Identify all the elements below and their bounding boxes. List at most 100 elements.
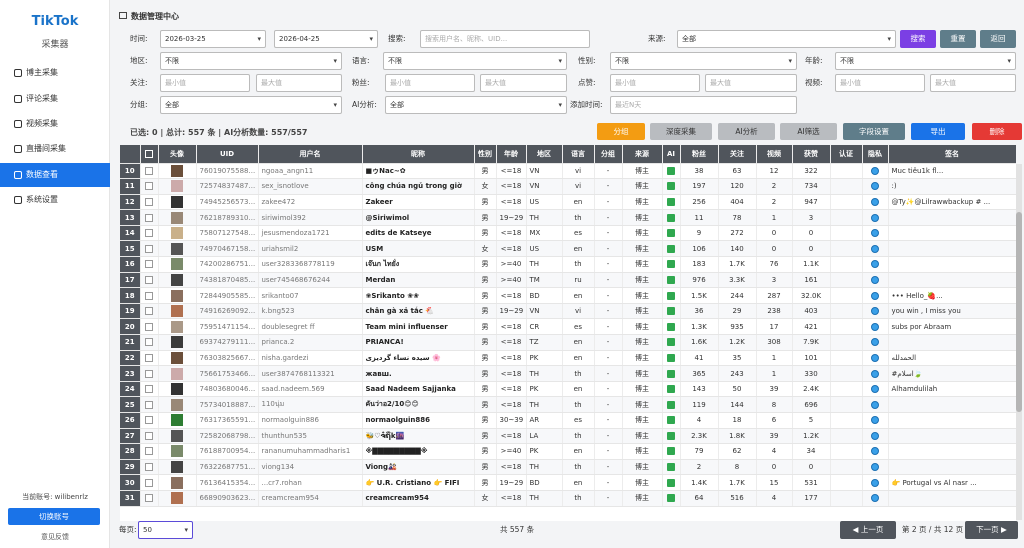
row-checkbox[interactable] [145,400,153,409]
min-input[interactable]: 最小值 [160,74,250,92]
privacy-cell [862,334,889,351]
source-select[interactable]: 全部 [677,30,896,48]
table-row[interactable]: 21 69374279111... prianca.2 PRIANCA! 男 <=18 TZ… [120,334,1016,351]
row-checkbox[interactable] [145,213,153,222]
max-input[interactable]: 最大值 [480,74,567,92]
row-checkbox[interactable] [145,260,153,269]
min-input[interactable]: 最小值 [385,74,475,92]
row-checkbox[interactable] [145,275,153,284]
table-row[interactable]: 28 76188700954... rananumuhammadharis1 ※▇▇▇… [120,443,1016,460]
row-checkbox[interactable] [145,463,153,472]
back-button[interactable]: 返回 [980,30,1016,48]
row-checkbox[interactable] [145,478,153,487]
switch-account-button[interactable]: 切换账号 [8,508,100,525]
menu-item[interactable]: 评论采集 [0,87,110,111]
per-page-select[interactable]: 50 [138,521,193,539]
feedback-link[interactable]: 意见反馈 [41,533,69,541]
row-checkbox[interactable] [145,291,153,300]
table-row[interactable]: 23 75661753466... user3874768113321 жавш. 男 <… [120,365,1016,382]
scrollbar[interactable] [1016,164,1022,520]
fans: 4 [680,412,719,429]
search-input[interactable]: 搜索用户名、昵称、UID... [420,30,590,48]
table-row[interactable]: 14 75807127548... jesusmendoza1721 edits de… [120,225,1016,242]
row-checkbox[interactable] [145,307,153,316]
table-row[interactable]: 25 75734018887... 110นุ่ม คันว่าอ2/10😊😊 男 <=1… [120,396,1016,413]
table-row[interactable]: 30 76136415354... ...cr7.rohan 👉 U.R. Crist… [120,474,1016,491]
table-row[interactable]: 13 76218789310... siriwimol392 @Siriwimol 男 1… [120,209,1016,226]
min-input[interactable]: 最小值 [610,74,700,92]
toolbar-button[interactable]: 分组 [597,123,645,140]
table-row[interactable]: 17 74381870485... user745468676244 Merdan 男 >… [120,272,1016,289]
menu-item[interactable]: 系统设置 [0,188,110,212]
language-select[interactable]: 不限 [383,52,567,70]
toolbar-button[interactable]: AI筛选 [780,123,837,140]
row-checkbox[interactable] [145,369,153,378]
row-checkbox[interactable] [145,182,153,191]
menu-item[interactable]: 数据查看 [0,163,110,187]
privacy-icon [871,447,879,456]
date-to[interactable]: 2026-04-25 [274,30,378,48]
table-row[interactable]: 10 76019075588... ngoaa_angn11 ■ゥNac~✿ 男 <=18… [120,163,1016,180]
scroll-thumb[interactable] [1016,212,1022,412]
row-checkbox[interactable] [145,385,153,394]
checkbox-cell [140,396,159,413]
reset-button[interactable]: 重置 [940,30,976,48]
table-row[interactable]: 18 72844905585... srikanto07 ❀Srikanto ❀❀ 男 <… [120,287,1016,304]
row-checkbox[interactable] [145,244,153,253]
next-button[interactable]: 下一页 ▶ [965,521,1018,539]
toolbar-button[interactable]: 字段设置 [843,123,905,140]
table-row[interactable]: 12 74945256573... zakee472 Zakeer 男 <=18 US en -… [120,194,1016,211]
min-input[interactable]: 最小值 [835,74,925,92]
menu-item[interactable]: 视频采集 [0,112,110,136]
avatar-cell [158,490,197,507]
select-all[interactable] [145,149,153,158]
row-checkbox[interactable] [145,416,153,425]
date-from[interactable]: 2026-03-25 [160,30,266,48]
table-row[interactable]: 11 72574837487... sex_isnotlove công chúa n… [120,178,1016,195]
row-checkbox[interactable] [145,447,153,456]
region: VN [526,178,563,195]
toolbar-button[interactable]: AI分析 [718,123,775,140]
table-row[interactable]: 27 72582068798... thunthun535 🐝♡ຈ໋ຖຶk🌆 男 <=18… [120,428,1016,445]
menu-item[interactable]: 博主采集 [0,61,110,85]
table-row[interactable]: 29 76322687751... viong134 Viong🎎 男 <=18 TH th -… [120,459,1016,476]
likes: 5 [792,412,831,429]
table-row[interactable]: 16 74200286751... user3283368778119 เจ๊นก ไ… [120,256,1016,273]
menu-item[interactable]: 直播间采集 [0,137,110,161]
age-select[interactable]: 不限 [835,52,1016,70]
row-checkbox[interactable] [145,197,153,206]
group: - [594,350,623,367]
gender-select[interactable]: 不限 [610,52,797,70]
group: - [594,334,623,351]
language: en [562,287,595,304]
row-checkbox[interactable] [145,338,153,347]
toolbar-button[interactable]: 深度采集 [650,123,712,140]
toolbar-button[interactable]: 删除 [972,123,1022,140]
toolbar-button[interactable]: 导出 [911,123,965,140]
region-select[interactable]: 不限 [160,52,342,70]
table-row[interactable]: 19 74916269092... k.bng523 chân gà xả tắc 🐔… [120,303,1016,320]
row-checkbox[interactable] [145,229,153,238]
row-checkbox[interactable] [145,322,153,331]
table-row[interactable]: 24 74803680046... saad.nadeem.569 Saad Nade… [120,381,1016,398]
row-checkbox[interactable] [145,494,153,503]
table-row[interactable]: 31 66890903623... creamcream954 creamcream9… [120,490,1016,507]
privacy-icon [871,431,879,440]
table-row[interactable]: 20 75951471154... doublesegret ff Team mini… [120,318,1016,336]
max-input[interactable]: 最大值 [705,74,797,92]
total: 共 557 条 [500,525,535,534]
row-checkbox[interactable] [145,353,153,362]
table-row[interactable]: 22 76303825667... nisha.gardezi سیده نساء گ… [120,350,1016,367]
group-select[interactable]: 全部 [160,96,342,114]
max-input[interactable]: 最大值 [930,74,1016,92]
max-input[interactable]: 最大值 [256,74,342,92]
added-input[interactable]: 最近N天 [610,96,797,114]
table-row[interactable]: 26 76317365591... normaolguin886 normaolgui… [120,412,1016,429]
search-button[interactable]: 搜索 [900,30,936,48]
ai-select[interactable]: 全部 [385,96,567,114]
prev-button[interactable]: ◀ 上一页 [840,521,896,539]
table-row[interactable]: 15 74970467158... uriahsmil2 USM 女 <=18 US en - 博… [120,240,1016,258]
row-checkbox[interactable] [145,166,153,175]
row-checkbox[interactable] [145,431,153,440]
